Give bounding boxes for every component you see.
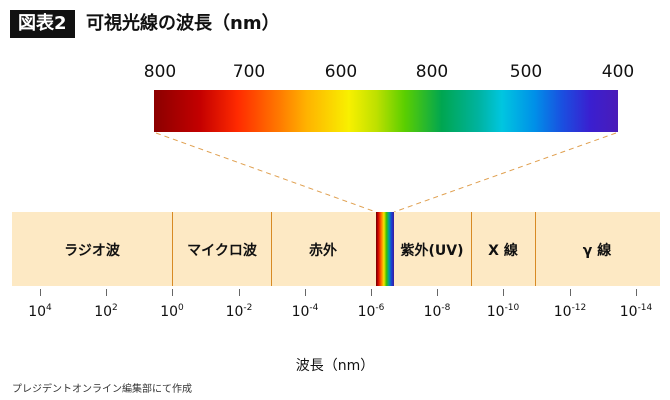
axis-tick: [570, 289, 571, 296]
tick-label: 10-8: [423, 303, 451, 320]
figure-title: 可視光線の波長（nm）: [86, 13, 280, 34]
axis-tick: [40, 289, 41, 296]
region-gamma: γ 線: [582, 243, 612, 259]
tick-label: 10-12: [553, 303, 587, 320]
axis-tick: [172, 289, 173, 296]
tick-label: 10-14: [619, 303, 653, 320]
axis-tick: [371, 289, 372, 296]
electromagnetic-band: [12, 212, 660, 286]
region-radio: ラジオ波: [64, 243, 120, 259]
axis-tick: [305, 289, 306, 296]
connector-line-right: [393, 132, 617, 213]
region-divider: [271, 212, 272, 286]
spectrum-label: 600: [324, 62, 358, 82]
region-infrared: 赤外: [309, 243, 337, 259]
region-divider: [535, 212, 536, 286]
figure-number-badge: 図表2: [10, 10, 75, 38]
visible-spectrum-bar: [154, 90, 618, 132]
axis-tick: [636, 289, 637, 296]
tick-label: 10-6: [357, 303, 385, 320]
connector-line-left: [155, 132, 377, 213]
visible-light-strip: [376, 212, 394, 286]
tick-label: 10-4: [291, 303, 319, 320]
spectrum-label: 800: [143, 62, 177, 82]
region-ultraviolet: 紫外(UV): [400, 243, 464, 259]
region-divider: [172, 212, 173, 286]
tick-label: 102: [94, 303, 118, 320]
tick-label: 10-10: [486, 303, 520, 320]
region-divider: [471, 212, 472, 286]
region-microwave: マイクロ波: [187, 243, 257, 259]
source-credit: プレジデントオンライン編集部にて作成: [12, 384, 192, 395]
axis-tick: [437, 289, 438, 296]
spectrum-label: 400: [601, 62, 635, 82]
tick-label: 100: [160, 303, 184, 320]
axis-title: 波長（nm）: [295, 358, 375, 374]
spectrum-label: 500: [509, 62, 543, 82]
tick-label: 10-2: [225, 303, 253, 320]
axis-tick: [503, 289, 504, 296]
tick-label: 104: [28, 303, 52, 320]
region-xray: X 線: [488, 243, 518, 259]
axis-tick: [106, 289, 107, 296]
spectrum-label: 700: [232, 62, 266, 82]
spectrum-label: 800: [415, 62, 449, 82]
axis-tick: [239, 289, 240, 296]
